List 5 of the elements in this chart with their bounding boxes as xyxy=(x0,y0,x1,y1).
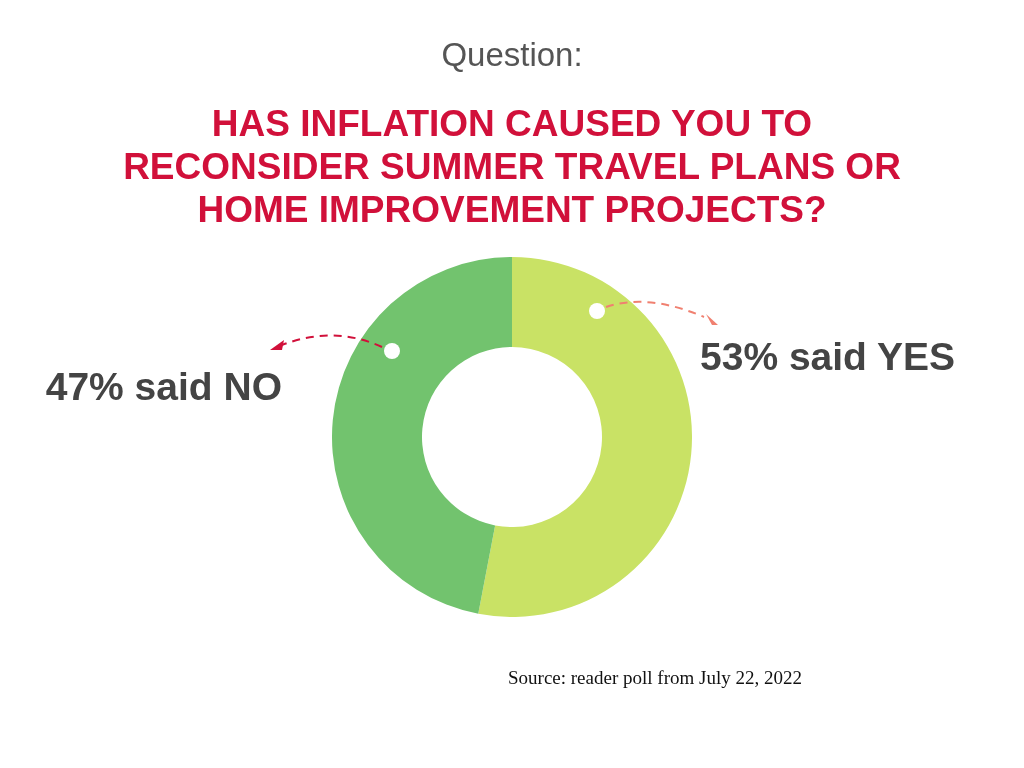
slice-label: 47% said NO xyxy=(45,365,282,409)
chart-title: HAS INFLATION CAUSED YOU TO RECONSIDER SUMMER TRAVEL PLANS OR HOME IMPROVEMENT PROJECTS? xyxy=(122,102,902,231)
source-note: Source: reader poll from July 22, 2022 xyxy=(508,667,802,689)
chart-subtitle: Question: xyxy=(440,36,584,74)
slice-label: 53% said YES xyxy=(700,335,956,379)
